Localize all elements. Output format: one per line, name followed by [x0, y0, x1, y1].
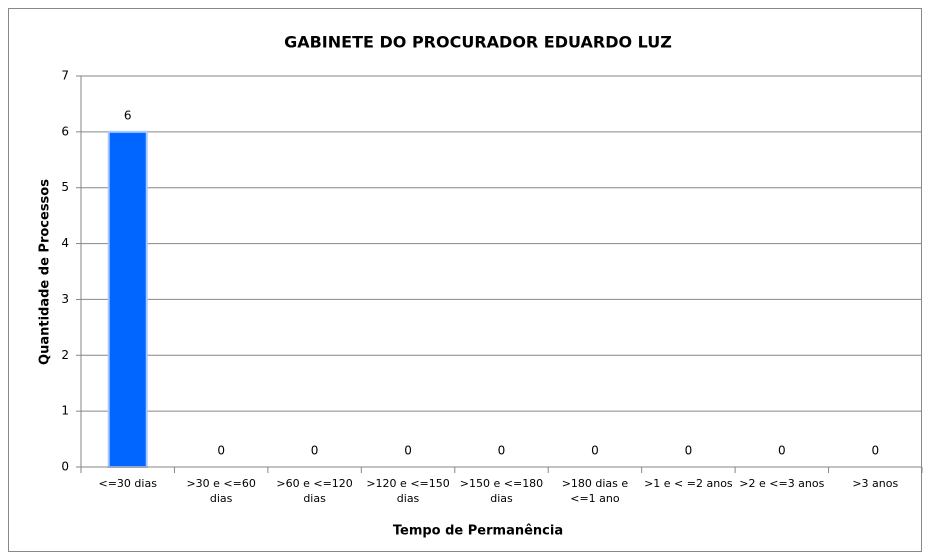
bar [107, 130, 148, 468]
data-label: 0 [591, 444, 599, 458]
chart-title: GABINETE DO PROCURADOR EDUARDO LUZ [284, 33, 672, 52]
data-label: 0 [871, 444, 879, 458]
y-axis-title: Quantidade de Processos [38, 179, 53, 365]
y-tick-label: 0 [61, 460, 69, 474]
x-tick-label: >3 anos [852, 477, 899, 490]
x-tick-label: >30 e <=60 dias [186, 477, 256, 505]
x-tick-label: >2 e <=3 anos [739, 477, 825, 490]
y-tick-label: 2 [61, 348, 69, 362]
x-tick-label: >150 e <=180 dias [459, 477, 544, 505]
y-tick-label: 5 [61, 180, 69, 194]
x-tick-label: >1 e < =2 anos [644, 477, 733, 490]
data-label: 0 [311, 444, 319, 458]
data-label: 0 [404, 444, 412, 458]
x-tick-label: >180 dias e <=1 ano [561, 477, 629, 505]
y-tick-label: 6 [61, 124, 69, 138]
chart-border [8, 8, 922, 552]
x-tick-label: >60 e <=120 dias [276, 477, 353, 505]
y-tick-label: 4 [61, 236, 69, 250]
y-tick-label: 1 [61, 404, 69, 418]
x-tick-label: >120 e <=150 dias [366, 477, 450, 505]
data-label: 0 [685, 444, 693, 458]
x-axis-title: Tempo de Permanência [393, 524, 563, 539]
data-label: 0 [778, 444, 786, 458]
x-tick-label: <=30 dias [98, 477, 157, 490]
y-tick-label: 3 [61, 292, 69, 306]
y-tick-label: 7 [61, 69, 69, 83]
data-label: 0 [498, 444, 506, 458]
data-label: 6 [124, 108, 132, 122]
data-label: 0 [217, 444, 225, 458]
